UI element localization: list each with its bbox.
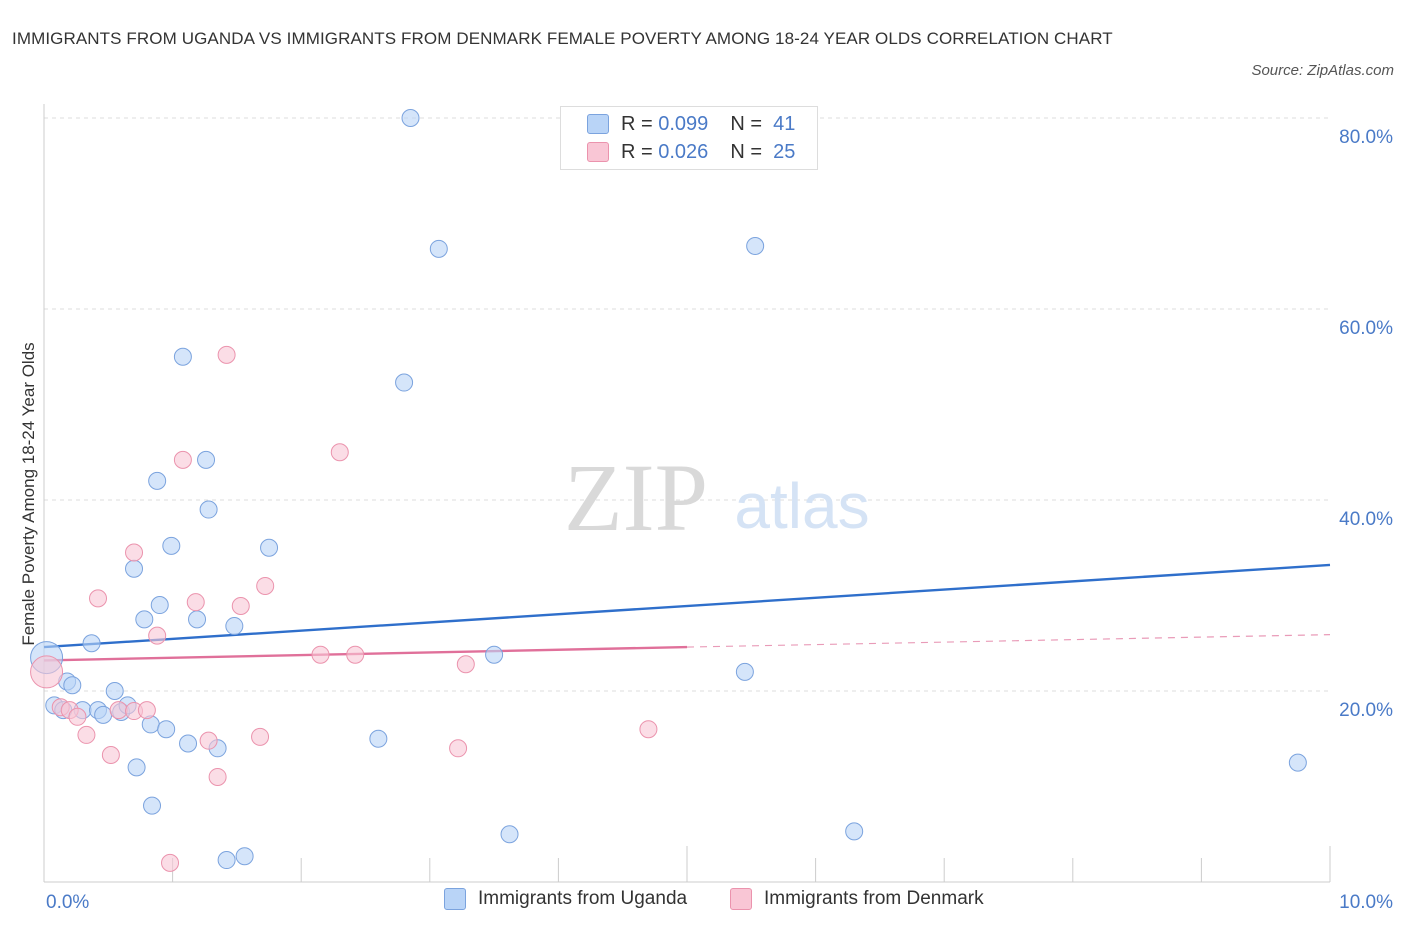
denmark-point (173, 450, 192, 469)
denmark-point (137, 701, 156, 720)
uganda-point (429, 239, 448, 258)
uganda-point (500, 825, 519, 844)
x-tick-label: 10.0% (1339, 892, 1393, 913)
denmark-point (449, 739, 468, 758)
uganda-point (94, 705, 113, 724)
uganda-point (157, 720, 176, 739)
correlation-legend: R = 0.099 N = 41 R = 0.026 N = 25 (560, 106, 818, 170)
uganda-n-value: 41 (773, 112, 796, 135)
legend-uganda-swatch (444, 888, 466, 910)
uganda-point (188, 610, 207, 629)
series-legend: Immigrants from Uganda Immigrants from D… (0, 888, 1406, 916)
data-points (30, 109, 1307, 872)
uganda-r-label: R = (621, 112, 653, 135)
uganda-point (148, 471, 167, 490)
uganda-swatch (587, 114, 609, 134)
uganda-point (260, 538, 279, 557)
denmark-point (186, 593, 205, 612)
uganda-point (135, 610, 154, 629)
denmark-r-value: 0.026 (658, 140, 709, 163)
denmark-point (125, 543, 144, 562)
denmark-n-value: 25 (773, 140, 796, 163)
denmark-point (77, 725, 96, 744)
denmark-point (109, 701, 128, 720)
denmark-point (251, 727, 270, 746)
legend-denmark-label: Immigrants from Denmark (764, 888, 984, 909)
denmark-point (89, 589, 108, 608)
legend-row-denmark: R = 0.026 N = 25 (587, 139, 795, 165)
x-tick-label: 0.0% (46, 892, 89, 913)
uganda-n-label: N = (730, 112, 762, 135)
y-tick-label: 80.0% (1339, 127, 1393, 148)
uganda-point (150, 596, 169, 615)
denmark-r-label: R = (621, 140, 653, 163)
denmark-point (68, 707, 87, 726)
uganda-r-value: 0.099 (658, 112, 709, 135)
uganda-point (125, 559, 144, 578)
y-axis-label: Female Poverty Among 18-24 Year Olds (19, 342, 38, 645)
denmark-point (148, 626, 167, 645)
uganda-point (225, 617, 244, 636)
denmark-point (217, 345, 236, 364)
uganda-point (1288, 753, 1307, 772)
denmark-point (330, 443, 349, 462)
uganda-point (143, 796, 162, 815)
uganda-point (845, 822, 864, 841)
denmark-point (161, 853, 180, 872)
legend-denmark-swatch (730, 888, 752, 910)
uganda-point (401, 109, 420, 127)
watermark-zip: ZIP (564, 444, 708, 551)
uganda-point (199, 500, 218, 519)
denmark-point (231, 597, 250, 616)
y-tick-label: 20.0% (1339, 700, 1393, 721)
denmark-point (256, 576, 275, 595)
uganda-point (179, 734, 198, 753)
legend-item-denmark: Immigrants from Denmark (730, 888, 984, 910)
denmark-point (346, 645, 365, 664)
uganda-trend-line (43, 563, 1331, 649)
uganda-point (395, 373, 414, 392)
uganda-point (105, 682, 124, 700)
denmark-trend-line (686, 634, 1331, 648)
uganda-point (746, 236, 765, 255)
uganda-point (162, 536, 181, 555)
uganda-point (485, 645, 504, 664)
uganda-point (173, 347, 192, 366)
denmark-point (456, 655, 475, 674)
y-tick-label: 40.0% (1339, 509, 1393, 530)
denmark-point (208, 767, 227, 786)
denmark-point (30, 655, 64, 689)
denmark-point (101, 745, 120, 764)
uganda-point (217, 851, 236, 870)
source-label: Source: ZipAtlas.com (1251, 62, 1394, 79)
uganda-point (369, 729, 388, 748)
tick-labels: 20.0% 40.0% 60.0% 80.0% 0.0% 10.0% (46, 127, 1393, 913)
legend-uganda-label: Immigrants from Uganda (478, 888, 688, 909)
watermark-atlas: atlas (734, 470, 869, 542)
uganda-point (197, 450, 216, 469)
trend-lines (43, 563, 1331, 662)
chart-title: IMMIGRANTS FROM UGANDA VS IMMIGRANTS FRO… (12, 29, 1113, 48)
denmark-n-label: N = (730, 140, 762, 163)
uganda-point (127, 758, 146, 777)
uganda-point (735, 662, 754, 681)
y-tick-label: 60.0% (1339, 318, 1393, 339)
denmark-point (639, 720, 658, 739)
denmark-trend-line (43, 645, 688, 662)
denmark-point (311, 645, 330, 664)
legend-item-uganda: Immigrants from Uganda (444, 888, 687, 910)
uganda-point (235, 847, 254, 866)
uganda-point (63, 676, 82, 695)
uganda-point (82, 634, 101, 653)
denmark-point (199, 731, 218, 750)
watermark: ZIP atlas (564, 444, 870, 551)
denmark-swatch (587, 142, 609, 162)
axes (43, 104, 1331, 883)
legend-row-uganda: R = 0.099 N = 41 (587, 111, 795, 137)
